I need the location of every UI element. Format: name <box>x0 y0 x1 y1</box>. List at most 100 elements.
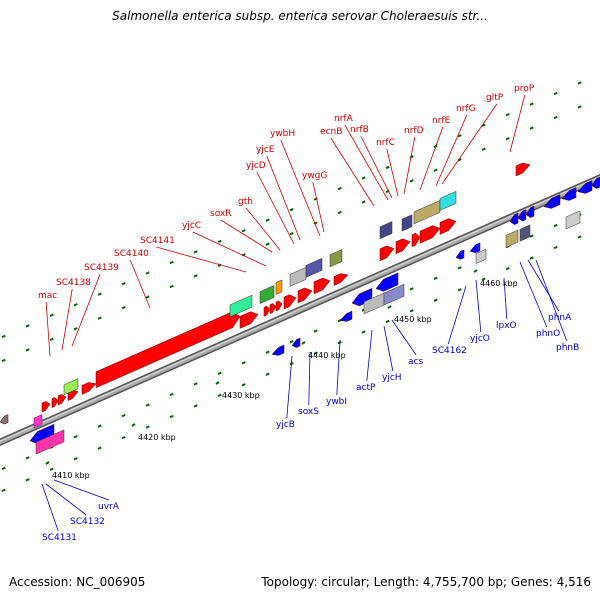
misc-feature <box>33 414 43 429</box>
leader-line <box>312 181 325 233</box>
guide-dot <box>553 115 558 120</box>
guide-dot <box>1 334 6 339</box>
gene-label-sc4132: SC4132 <box>70 517 105 527</box>
gene-label-sc4140: SC4140 <box>114 249 149 259</box>
guide-dot <box>433 276 438 280</box>
guide-dot <box>73 457 78 461</box>
forward-gene <box>275 300 283 312</box>
guide-dot <box>553 223 558 228</box>
gene-label-sc4141: SC4141 <box>140 236 175 246</box>
gene-label-lpxo: lpxO <box>496 321 517 331</box>
reverse-gene <box>469 242 481 254</box>
gene-label-sc4131: SC4131 <box>42 533 77 543</box>
guide-dot <box>313 351 318 355</box>
forward-gene <box>57 394 67 406</box>
forward-gene <box>333 273 349 286</box>
gene-label-yjce: yjcE <box>256 145 275 155</box>
gene-label-sc4138: SC4138 <box>56 278 91 288</box>
reverse-gene <box>375 272 399 292</box>
guide-dot <box>193 250 198 254</box>
misc-feature <box>401 214 413 232</box>
guide-dot <box>1 358 6 363</box>
reverse-gene <box>0 414 9 425</box>
forward-gene <box>269 303 277 315</box>
guide-dot <box>313 329 318 333</box>
leader-line <box>53 479 109 501</box>
guide-dot <box>241 229 246 233</box>
guide-dot <box>289 340 294 344</box>
reverse-gene <box>455 249 465 260</box>
guide-dot <box>241 361 246 365</box>
guide-dot <box>529 256 534 260</box>
tick-mark <box>301 341 306 345</box>
reverse-gene <box>577 180 593 194</box>
gene-labels: mac SC4138 SC4139 SC4140 SC4141 yjcC soxR gth yj… <box>38 84 579 543</box>
leader-line <box>386 148 399 197</box>
gene-label-gth: gth <box>238 197 253 207</box>
guide-dot <box>169 392 174 397</box>
gene-label-nrfc: nrfC <box>376 138 395 148</box>
guide-dot <box>457 288 462 292</box>
misc-feature <box>475 248 487 264</box>
reverse-gene <box>561 187 577 201</box>
tick-label: 4410 kbp <box>52 471 90 480</box>
guide-dot <box>289 208 294 212</box>
leader-line <box>45 483 87 516</box>
gene-label-nrfb: nrfB <box>350 125 369 135</box>
leader-line <box>266 155 301 241</box>
guide-dot <box>577 81 582 85</box>
leader-line <box>344 124 389 201</box>
guide-dot <box>49 313 54 317</box>
leader-line <box>475 279 482 333</box>
tick-mark <box>473 269 478 273</box>
gene-label-actp: actP <box>356 383 376 393</box>
gene-label-yjcb: yjcB <box>276 420 295 430</box>
guide-dot <box>433 298 438 302</box>
guide-dot <box>169 284 174 289</box>
leader-line <box>41 483 59 532</box>
leader-line <box>360 135 393 199</box>
forward-gene <box>313 277 331 295</box>
leader-line <box>366 329 373 382</box>
gene-label-acs: acs <box>408 357 423 367</box>
misc-feature <box>329 249 343 268</box>
genome-summary-text: Topology: circular; Length: 4,755,700 bp… <box>261 575 591 589</box>
guide-dot <box>169 260 174 265</box>
guide-dot <box>289 232 294 236</box>
forward-gene <box>51 397 59 409</box>
guide-dot <box>505 266 510 271</box>
guide-dot <box>577 235 582 239</box>
guide-dot <box>1 488 6 493</box>
gene-label-yjco: yjcO <box>470 334 490 344</box>
guide-dot <box>409 309 414 313</box>
gene-label-nrfe: nrfE <box>432 116 451 126</box>
tick-mark <box>45 461 50 465</box>
gene-label-nrfa: nrfA <box>334 114 354 124</box>
label-leaders <box>41 94 568 532</box>
guide-dot <box>121 305 126 310</box>
guide-dot <box>265 242 270 246</box>
guide-dot <box>409 155 414 159</box>
gene-label-nrfg: nrfG <box>456 104 476 114</box>
tick-mark <box>131 423 136 427</box>
guide-dot <box>481 123 486 127</box>
leader-line <box>220 219 273 253</box>
guide-dot <box>505 136 510 141</box>
misc-feature <box>439 190 457 211</box>
guide-dot <box>409 179 414 183</box>
misc-feature <box>519 224 531 242</box>
guide-dot <box>121 435 126 440</box>
guide-dot <box>145 425 150 429</box>
gene-label-ecnb: ecnB <box>320 127 342 137</box>
leader-line <box>71 273 101 347</box>
reverse-gene <box>543 194 561 209</box>
guide-dot <box>97 446 102 450</box>
guide-dot <box>361 200 366 204</box>
guide-dot <box>265 218 270 222</box>
leader-line <box>256 171 295 245</box>
leader-line <box>391 319 417 356</box>
gene-label-prop: proP <box>514 84 535 94</box>
guide-dot <box>73 435 78 439</box>
leader-line <box>308 351 311 406</box>
